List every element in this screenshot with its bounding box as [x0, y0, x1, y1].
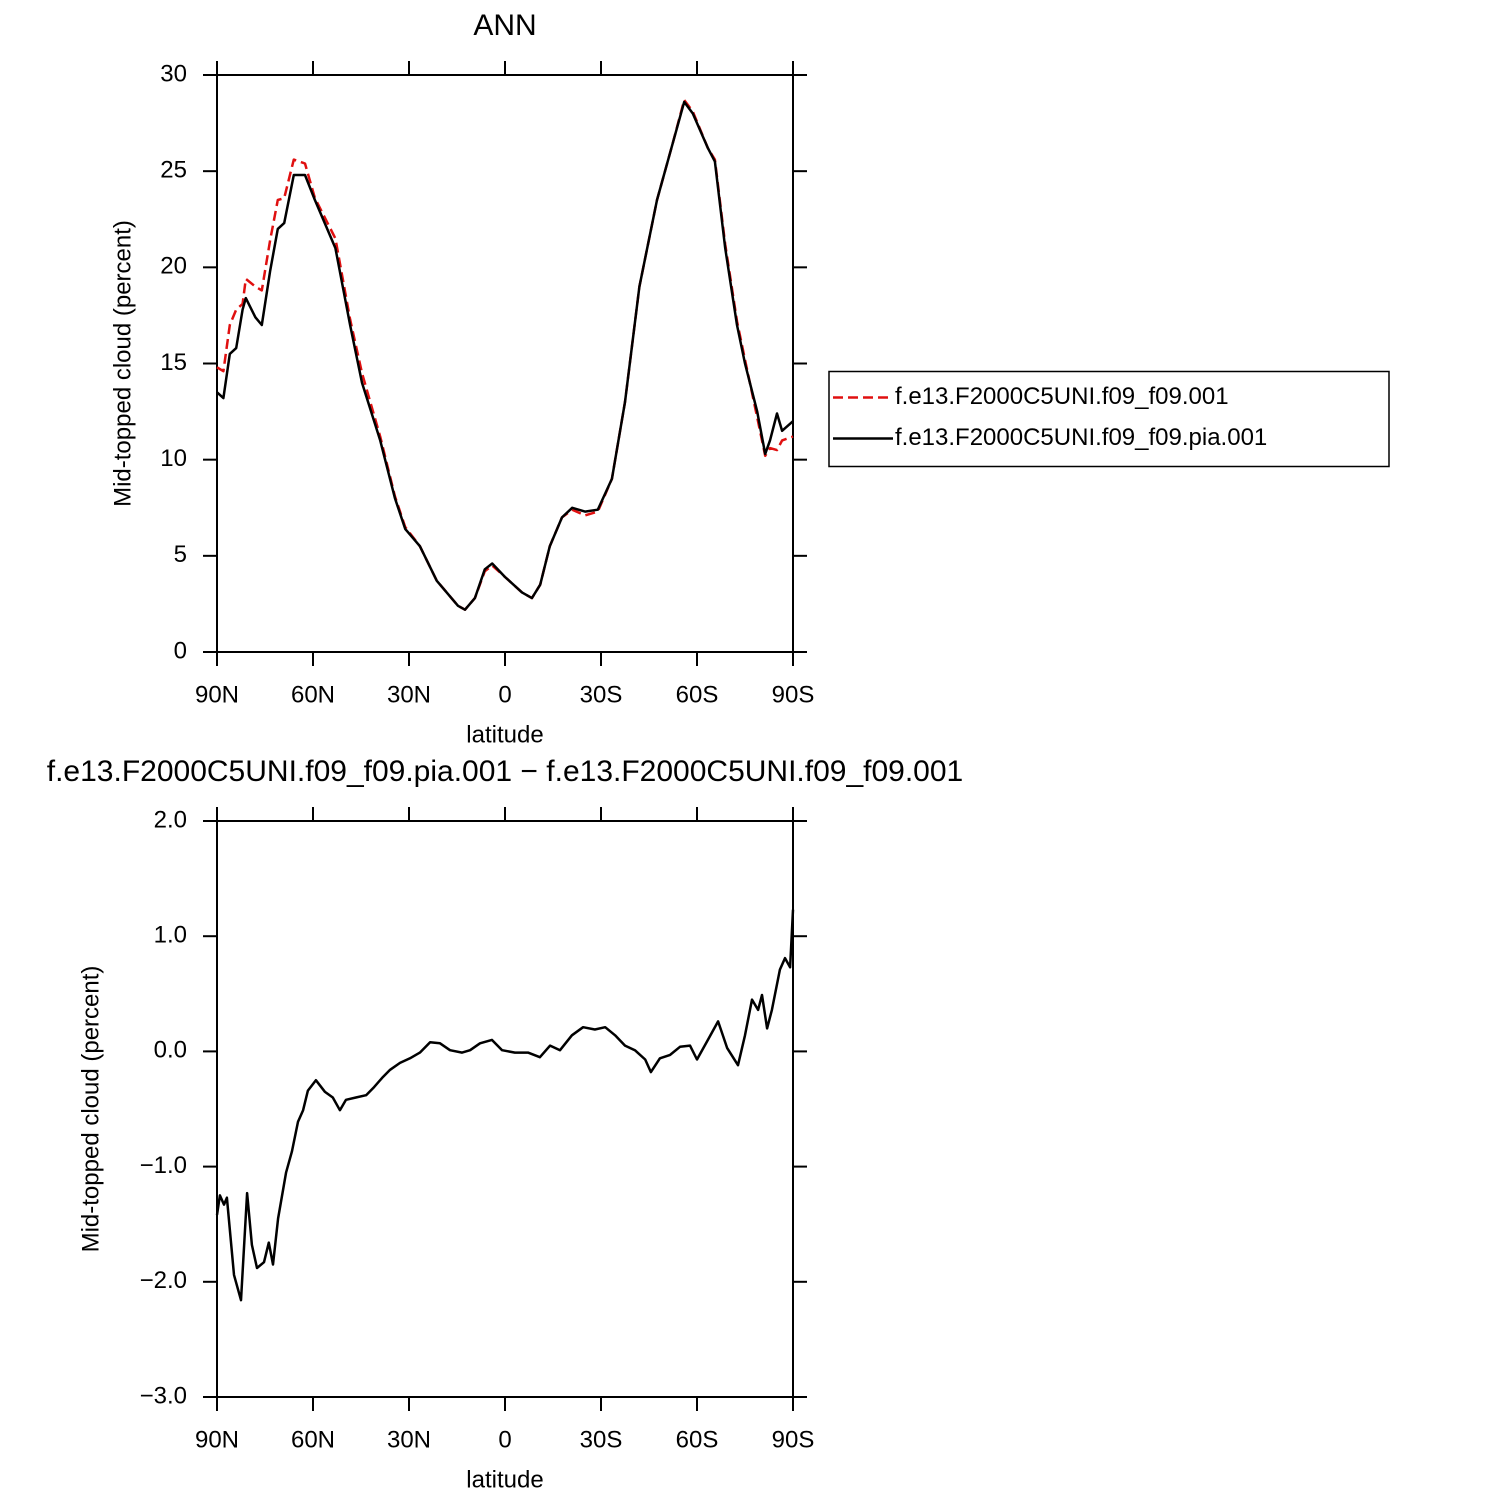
x-tick-label: 0: [498, 681, 511, 708]
legend-box: [828, 370, 1390, 468]
x-tick-label: 60S: [676, 1426, 719, 1453]
x-tick-label: 90N: [195, 1426, 239, 1453]
y-tick-label: 5: [174, 541, 187, 568]
legend-label: f.e13.F2000C5UNI.f09_f09.001: [895, 383, 1229, 410]
series-line: [216, 100, 794, 611]
y-tick-label: 10: [160, 445, 187, 472]
x-tick-label: 30S: [580, 681, 623, 708]
y-tick-label: −2.0: [140, 1267, 187, 1294]
y-tick-label: −1.0: [140, 1152, 187, 1179]
chart-title: ANN: [473, 9, 536, 42]
x-tick-label: 60N: [291, 681, 335, 708]
x-tick-label: 30N: [387, 1426, 431, 1453]
x-tick-label: 30S: [580, 1426, 623, 1453]
y-tick-label: 2.0: [154, 806, 187, 833]
series-line: [215, 909, 795, 1302]
y-tick-label: −3.0: [140, 1382, 187, 1409]
y-tick-label: 20: [160, 253, 187, 280]
series-line: [216, 98, 794, 611]
y-tick-label: 15: [160, 349, 187, 376]
x-tick-label: 60S: [676, 681, 719, 708]
legend-label: f.e13.F2000C5UNI.f09_f09.pia.001: [895, 424, 1267, 451]
y-axis-label: Mid-topped cloud (percent): [109, 220, 136, 507]
x-axis-label: latitude: [466, 721, 543, 748]
x-tick-label: 90S: [772, 1426, 815, 1453]
y-tick-label: 30: [160, 60, 187, 87]
x-axis-label: latitude: [466, 1466, 543, 1493]
x-tick-label: 30N: [387, 681, 431, 708]
y-tick-label: 1.0: [154, 922, 187, 949]
x-tick-label: 60N: [291, 1426, 335, 1453]
x-tick-label: 0: [498, 1426, 511, 1453]
chart-title: f.e13.F2000C5UNI.f09_f09.pia.001 − f.e13…: [47, 755, 963, 788]
plot-frame: [216, 74, 794, 653]
x-tick-label: 90N: [195, 681, 239, 708]
y-tick-label: 0: [174, 637, 187, 664]
y-tick-label: 0.0: [154, 1037, 187, 1064]
y-axis-label: Mid-topped cloud (percent): [77, 966, 104, 1253]
y-tick-label: 25: [160, 157, 187, 184]
x-tick-label: 90S: [772, 681, 815, 708]
